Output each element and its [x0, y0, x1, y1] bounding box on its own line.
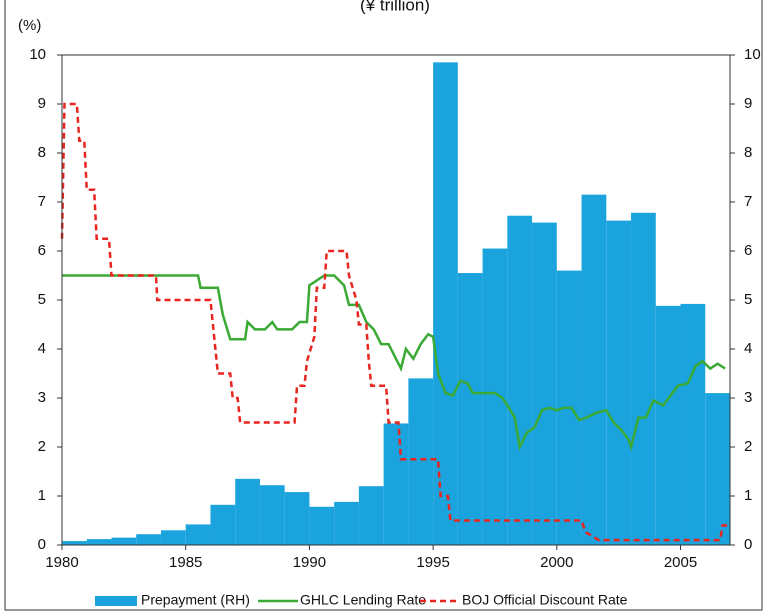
- x-tick-label: 2005: [664, 554, 697, 571]
- y-tick-label: 8: [38, 144, 46, 161]
- y2-tick-label: 7: [744, 193, 752, 210]
- bar: [86, 539, 112, 545]
- bar: [606, 220, 632, 545]
- y2-tick-label: 6: [744, 242, 752, 259]
- y-tick-label: 0: [38, 536, 46, 553]
- y2-tick-label: 10: [744, 46, 761, 63]
- bar: [334, 501, 359, 545]
- y-tick-label: 3: [38, 389, 46, 406]
- bar: [705, 393, 730, 545]
- bar: [532, 222, 557, 545]
- y2-tick-label: 1: [744, 487, 752, 504]
- bar: [383, 423, 409, 545]
- x-tick-label: 1990: [293, 554, 326, 571]
- chart-frame: [4, 0, 763, 611]
- y-tick-label: 5: [38, 291, 46, 308]
- bar: [655, 305, 681, 545]
- bar: [185, 524, 211, 545]
- line: [60, 102, 730, 542]
- y-tick-label: 9: [38, 95, 46, 112]
- bar: [235, 478, 260, 545]
- bar: [457, 273, 483, 545]
- legend-label: BOJ Official Discount Rate: [462, 592, 628, 608]
- x-tick-label: 1980: [45, 554, 78, 571]
- y-tick-label: 10: [29, 46, 46, 63]
- bar: [507, 215, 533, 545]
- y2-tick-label: 3: [744, 389, 752, 406]
- y-tick-label: 6: [38, 242, 46, 259]
- x-tick-label: 2000: [540, 554, 573, 571]
- y2-tick-label: 5: [744, 291, 752, 308]
- y-tick-label: 2: [38, 438, 46, 455]
- x-tick-label: 1995: [416, 554, 449, 571]
- y-tick-label: 1: [38, 487, 46, 504]
- bar: [581, 194, 607, 545]
- y2-axis-label: (¥ trillion): [360, 0, 430, 14]
- y-axis-label: (%): [18, 17, 41, 34]
- bar: [309, 506, 335, 545]
- bar: [408, 378, 434, 545]
- bar: [210, 504, 236, 545]
- legend-label: Prepayment (RH): [141, 592, 250, 608]
- legend-label: GHLC Lending Rate: [300, 592, 426, 608]
- y-tick-label: 4: [38, 340, 46, 357]
- y2-tick-label: 2: [744, 438, 752, 455]
- bar: [62, 541, 87, 545]
- bar: [111, 537, 137, 545]
- y2-tick-label: 0: [744, 536, 752, 553]
- y-tick-label: 7: [38, 193, 46, 210]
- bar: [259, 485, 285, 545]
- y2-tick-label: 4: [744, 340, 752, 357]
- bar: [136, 534, 161, 545]
- plot-frame: [61, 54, 731, 546]
- bar: [358, 486, 384, 545]
- line: [62, 274, 726, 452]
- bar: [631, 212, 656, 545]
- bar: [433, 62, 458, 545]
- y2-tick-label: 9: [744, 95, 752, 112]
- bar: [680, 303, 706, 545]
- bar: [482, 248, 508, 546]
- legend-swatch: [95, 596, 137, 606]
- x-tick-label: 1985: [169, 554, 202, 571]
- bar: [160, 530, 186, 545]
- y2-tick-label: 8: [744, 144, 752, 161]
- bar: [284, 492, 310, 545]
